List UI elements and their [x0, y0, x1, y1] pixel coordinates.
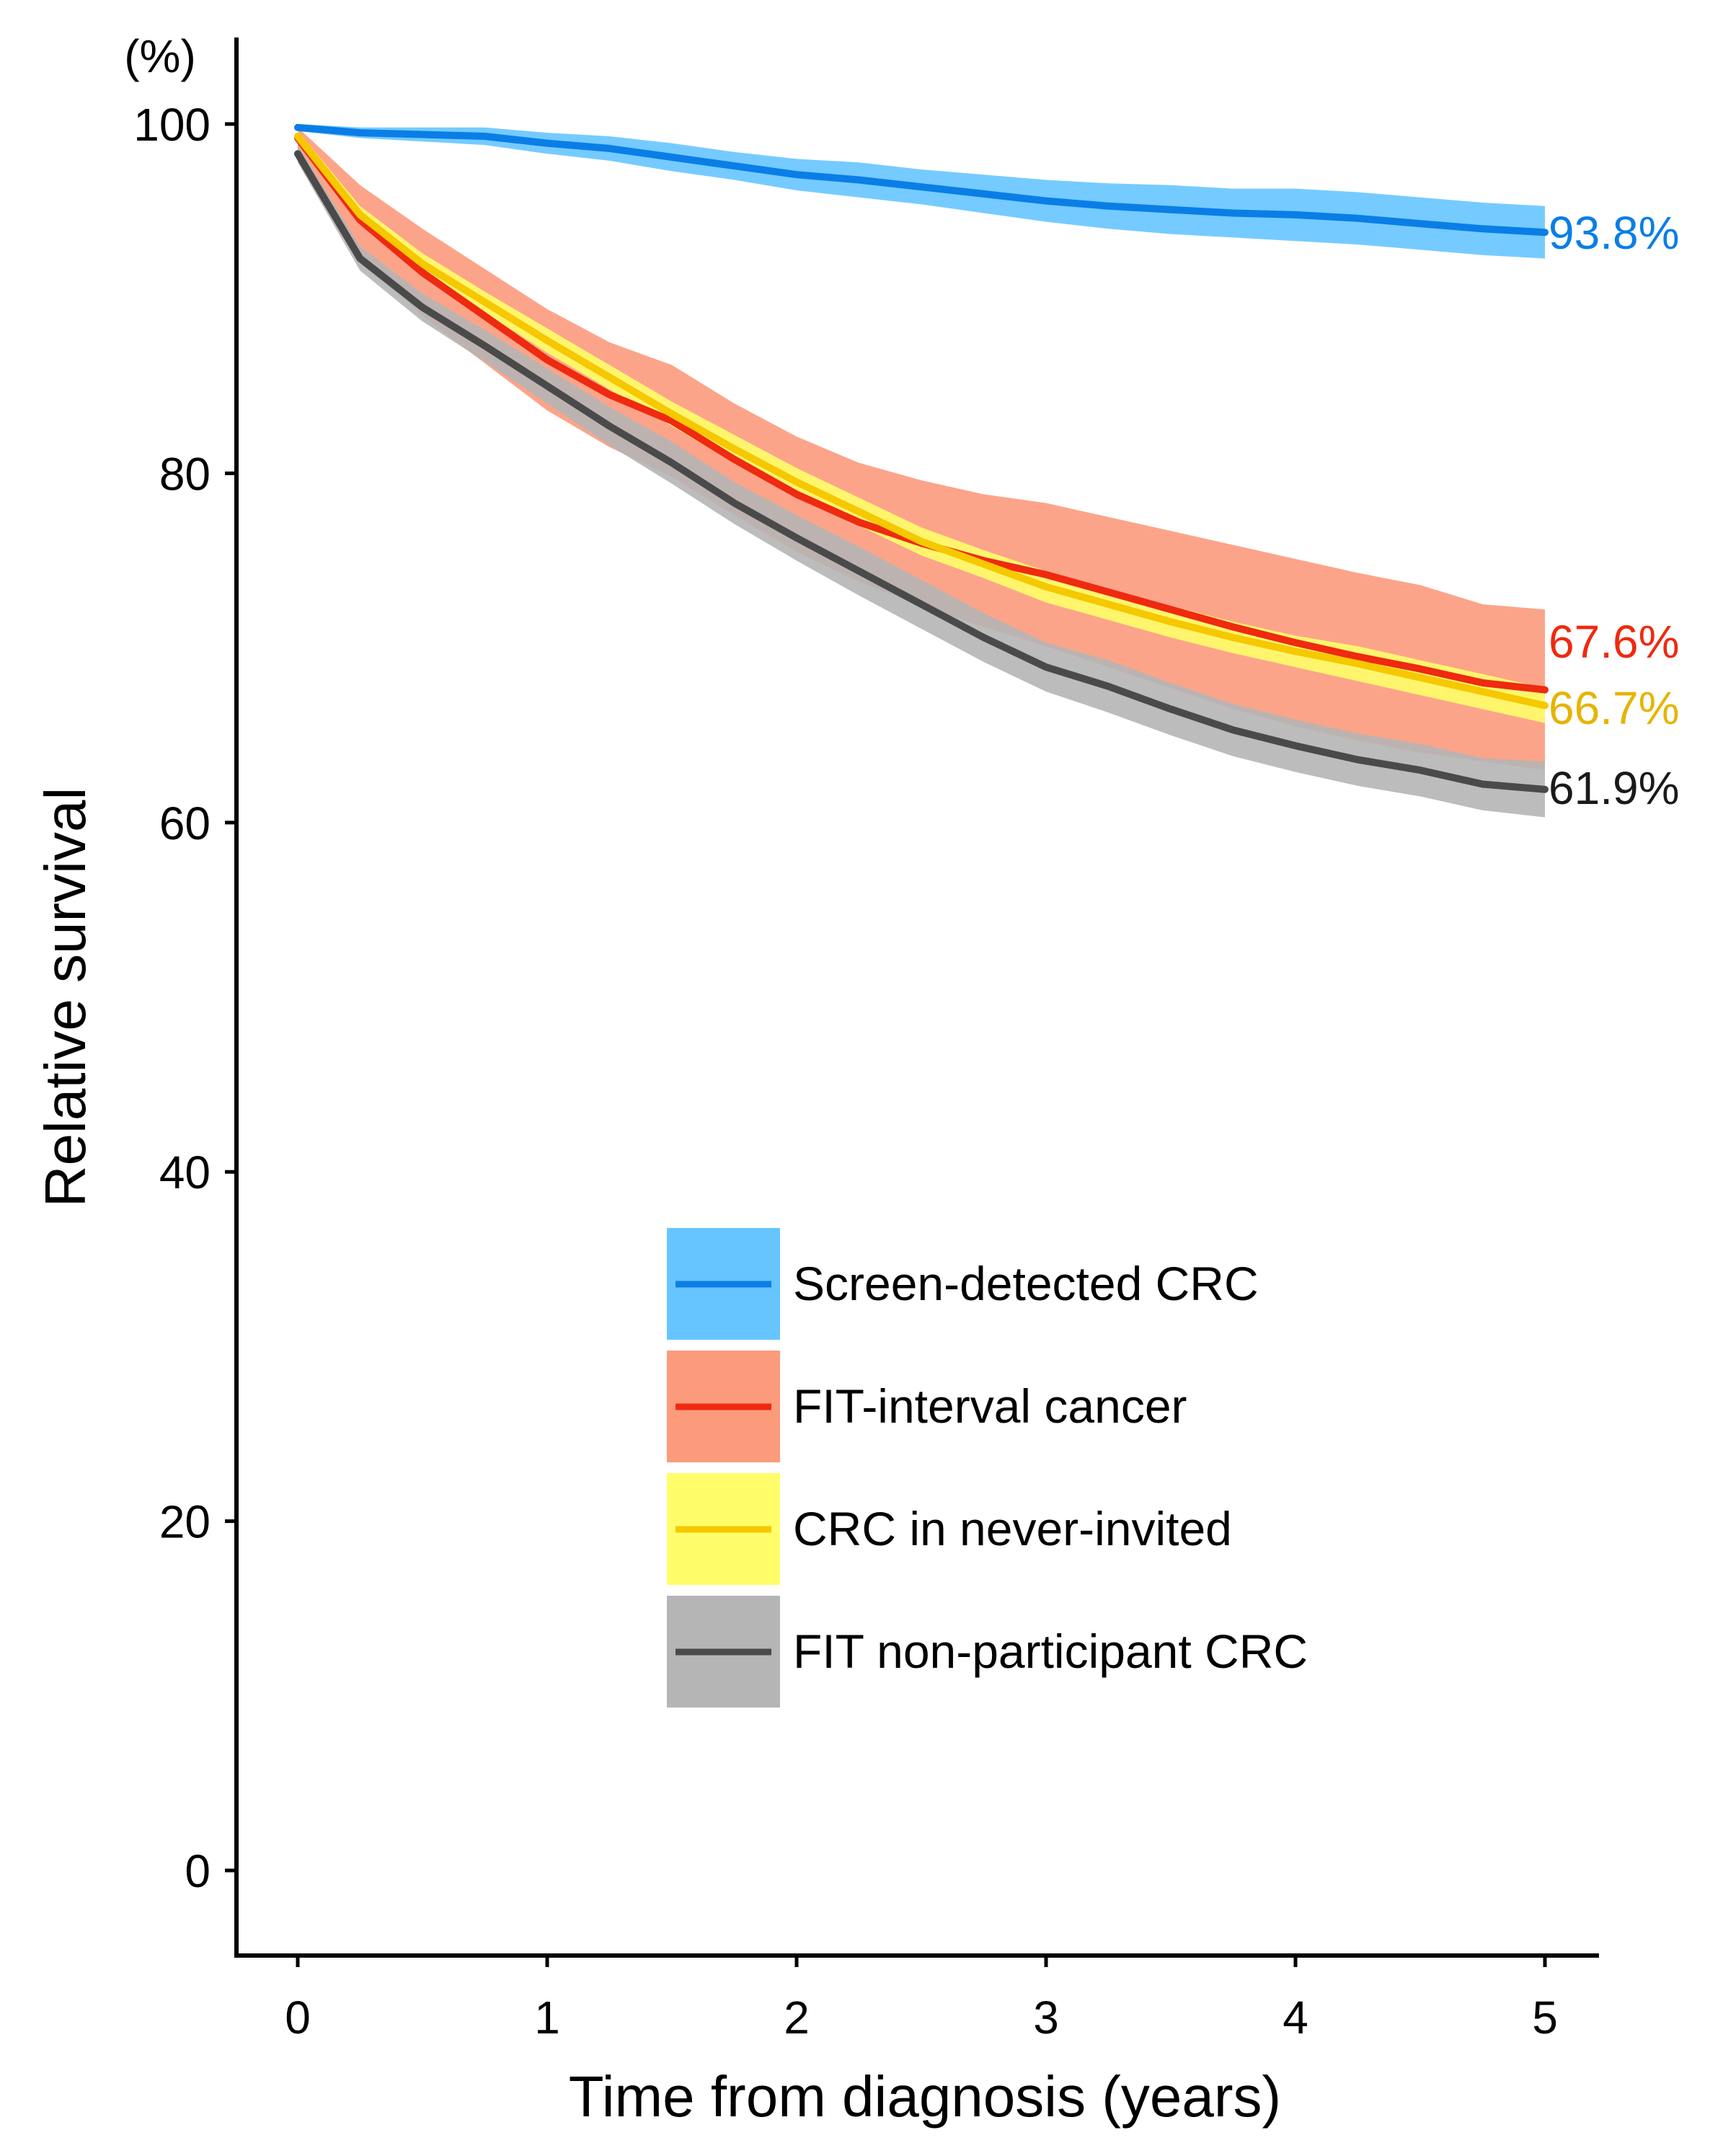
legend: Screen-detected CRC FIT-interval cancer CR…	[667, 1228, 1308, 1707]
x-tick-label-5: 5	[1532, 1992, 1558, 2044]
confidence-bands	[298, 124, 1545, 818]
screen-detected-crc-ci-band	[298, 124, 1545, 259]
legend-label-fit-interval-cancer: FIT-interval cancer	[793, 1379, 1187, 1433]
crc-in-never-invited-line	[294, 133, 1549, 710]
crc-in-never-invited-ci-band	[298, 131, 1545, 723]
fit-non-participant-crc-ci-band	[298, 145, 1545, 818]
end-value-labels: 93.8% 67.6% 66.7% 61.9%	[1549, 207, 1679, 814]
y-tick-label-40: 40	[159, 1147, 211, 1198]
crc-in-never-invited-end-label: 66.7%	[1549, 682, 1679, 734]
legend-label-crc-in-never-invited: CRC in never-invited	[793, 1502, 1232, 1555]
x-tick-label-0: 0	[285, 1992, 311, 2044]
screen-detected-crc-end-label: 93.8%	[1549, 207, 1679, 259]
y-tick-label-60: 60	[159, 798, 211, 849]
survival-lines	[294, 123, 1549, 793]
y-axis-ticks: 0 20 40 60 80 100	[133, 99, 236, 1897]
y-axis-title: Relative survival	[33, 787, 97, 1207]
y-tick-label-100: 100	[133, 99, 211, 151]
fit-non-participant-crc-line	[294, 150, 1549, 793]
y-axis-unit: (%)	[124, 30, 196, 82]
y-tick-label-20: 20	[159, 1496, 211, 1548]
legend-label-screen-detected-crc: Screen-detected CRC	[793, 1257, 1259, 1310]
x-tick-label-1: 1	[534, 1992, 560, 2044]
y-tick-label-80: 80	[159, 448, 211, 500]
x-tick-label-4: 4	[1283, 1992, 1308, 2044]
fit-non-participant-crc-end-label: 61.9%	[1549, 762, 1679, 814]
legend-label-fit-non-participant-crc: FIT non-participant CRC	[793, 1625, 1308, 1678]
screen-detected-crc-line	[294, 123, 1549, 237]
x-tick-label-2: 2	[784, 1992, 810, 2044]
y-tick-label-0: 0	[185, 1845, 211, 1897]
x-axis-ticks: 0 1 2 3 4 5	[285, 1956, 1558, 2044]
x-axis-title: Time from diagnosis (years)	[569, 2064, 1281, 2129]
x-tick-label-3: 3	[1033, 1992, 1059, 2044]
fit-interval-cancer-ci-band	[298, 127, 1545, 771]
fit-interval-cancer-end-label: 67.6%	[1549, 616, 1679, 668]
